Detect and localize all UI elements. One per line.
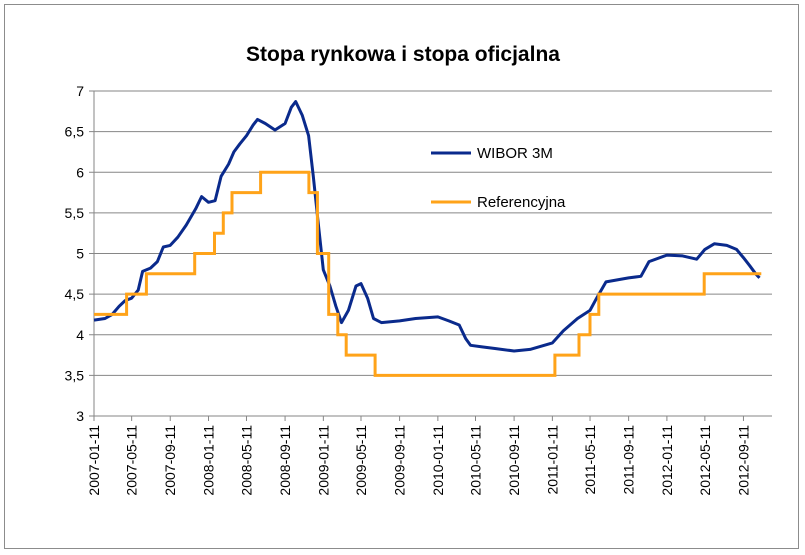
x-tick-label: 2008-09-11 — [277, 425, 293, 496]
series-lines — [93, 100, 762, 377]
x-tick-label: 2012-01-11 — [659, 425, 675, 496]
x-tick-label: 2010-05-11 — [468, 425, 484, 496]
y-tick-label: 4,5 — [65, 286, 85, 302]
y-tick-label: 5 — [76, 246, 84, 262]
x-tick-label: 2007-09-11 — [162, 425, 178, 496]
x-tick-label: 2012-05-11 — [697, 425, 713, 496]
x-tick-label: 2009-09-11 — [392, 425, 408, 496]
x-tick-label: 2008-01-11 — [201, 425, 217, 496]
y-tick-label: 6,5 — [65, 124, 85, 140]
x-tick-label: 2007-01-11 — [86, 425, 102, 496]
chart-title: Stopa rynkowa i stopa oficjalna — [246, 43, 560, 66]
x-tick-label: 2008-05-11 — [238, 425, 254, 496]
x-tick-label: 2010-01-11 — [430, 425, 446, 496]
series-line-wibor-3m — [93, 100, 761, 353]
legend-label: WIBOR 3M — [477, 145, 553, 162]
legend: WIBOR 3M Referencyjna — [431, 145, 566, 211]
x-tick-label: 2011-05-11 — [582, 425, 598, 495]
x-tick-label: 2012-09-11 — [735, 425, 751, 496]
y-tick-label: 3,5 — [65, 367, 85, 383]
y-tick-label: 5,5 — [65, 205, 85, 221]
chart-svg: Stopa rynkowa i stopa oficjalna 3 3,5 4 4,5… — [65, 43, 772, 496]
x-tick-label: 2010-09-11 — [506, 425, 522, 496]
legend-label: Referencyjna — [477, 194, 566, 211]
y-tick-label: 4 — [76, 327, 84, 343]
chart-frame: Stopa rynkowa i stopa oficjalna 3 3,5 4 4,5… — [4, 4, 799, 549]
x-tick-label: 2009-01-11 — [315, 425, 331, 496]
y-axis: 3 3,5 4 4,5 5 5,5 6 6,5 7 — [65, 83, 95, 424]
x-tick-label: 2009-05-11 — [353, 425, 369, 496]
x-tick-label: 2011-01-11 — [544, 425, 560, 495]
y-tick-label: 3 — [76, 408, 84, 424]
x-axis: 2007-01-11 2007-05-11 2007-09-11 2008-01-11… — [86, 415, 772, 496]
x-tick-label: 2011-09-11 — [621, 425, 637, 495]
series-line-referencyjna — [94, 170, 762, 377]
y-tick-label: 7 — [76, 83, 84, 99]
y-tick-label: 6 — [76, 164, 84, 180]
x-tick-label: 2007-05-11 — [124, 425, 140, 496]
